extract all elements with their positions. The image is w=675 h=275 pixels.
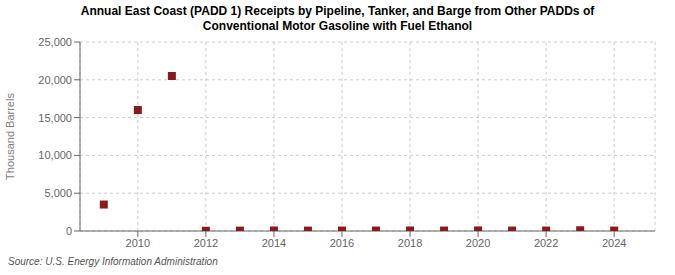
- svg-text:2018: 2018: [398, 237, 422, 249]
- svg-text:15,000: 15,000: [38, 112, 72, 124]
- svg-text:2010: 2010: [126, 237, 150, 249]
- svg-text:2024: 2024: [602, 237, 626, 249]
- svg-text:Thousand Barrels: Thousand Barrels: [8, 93, 16, 180]
- svg-text:2020: 2020: [466, 237, 490, 249]
- svg-text:2016: 2016: [330, 237, 354, 249]
- svg-text:5,000: 5,000: [44, 187, 72, 199]
- svg-text:0: 0: [66, 225, 72, 237]
- svg-text:2014: 2014: [262, 237, 286, 249]
- svg-text:25,000: 25,000: [38, 36, 72, 48]
- html-text:Source: U.S. Energy Informatio: Source: U.S. Energy Information Administ…: [8, 256, 218, 267]
- svg-text:2022: 2022: [534, 237, 558, 249]
- html-text:Annual East Coast (PADD 1) Rec: Annual East Coast (PADD 1) Receipts by P…: [80, 4, 595, 18]
- svg-text:10,000: 10,000: [38, 149, 72, 161]
- svg-text:20,000: 20,000: [38, 74, 72, 86]
- html-text:Conventional Motor Gasoline wi: Conventional Motor Gasoline with Fuel Et…: [202, 19, 473, 33]
- svg-text:2012: 2012: [194, 237, 218, 249]
